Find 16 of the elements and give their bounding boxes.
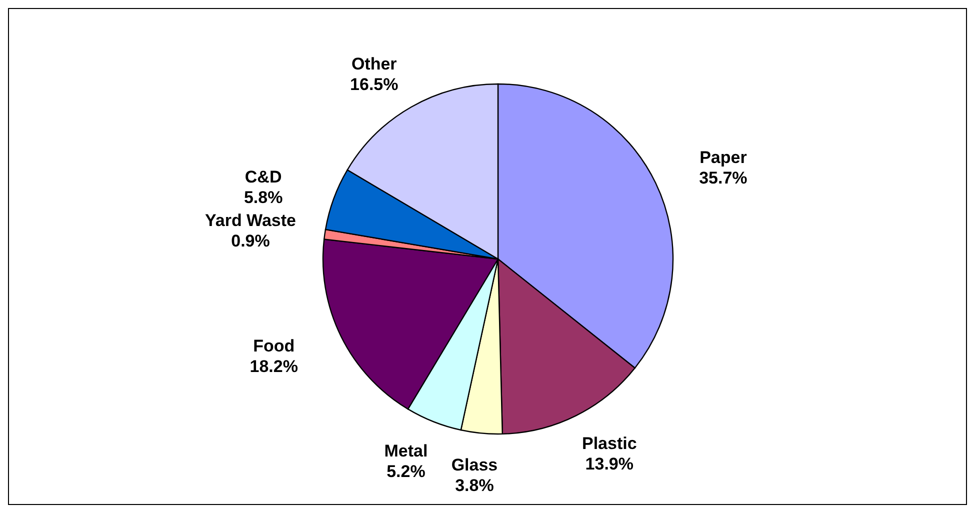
data-label: 16.5% xyxy=(350,75,398,94)
data-label: 5.8% xyxy=(244,188,283,207)
slice-label: Plastic xyxy=(582,434,637,453)
slice-label: Metal xyxy=(384,441,428,460)
slice-label: Other xyxy=(351,54,398,74)
slice-label: Food xyxy=(253,336,295,356)
data-label: 18.2% xyxy=(250,357,298,376)
slice-label: C&D xyxy=(244,167,282,186)
slice-label: Paper xyxy=(700,148,748,168)
data-label: 0.9% xyxy=(231,232,270,251)
data-label: 3.8% xyxy=(455,476,494,495)
data-label: 13.9% xyxy=(585,454,634,474)
slice-label: Yard Waste xyxy=(204,211,296,230)
slice-label: Glass xyxy=(451,455,498,474)
data-label: 35.7% xyxy=(699,168,748,188)
data-label: 5.2% xyxy=(386,462,426,481)
